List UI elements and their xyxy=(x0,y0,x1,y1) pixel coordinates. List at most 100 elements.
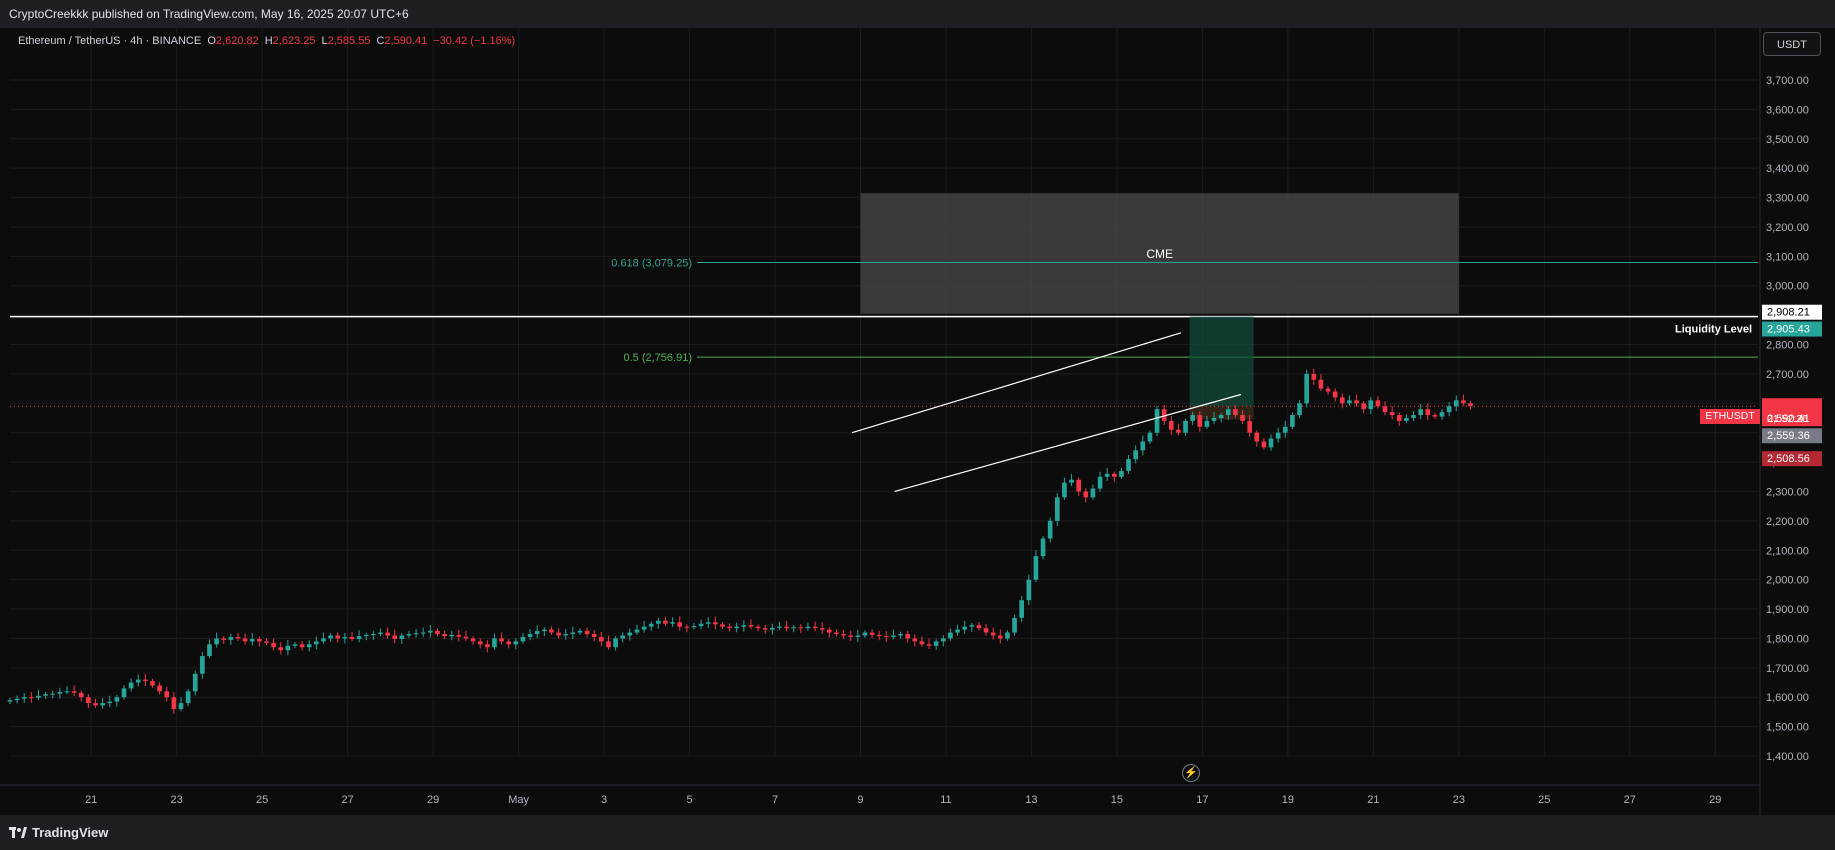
time-tick-label: 23 xyxy=(1453,794,1465,806)
candle-body xyxy=(363,634,369,637)
candle-body xyxy=(399,635,405,640)
candle-body xyxy=(599,636,604,642)
candle-body xyxy=(1311,373,1317,380)
price-tick-label: 2,100.00 xyxy=(1766,545,1809,557)
candle-body xyxy=(990,632,996,636)
candle-body xyxy=(342,636,348,639)
fib-05-label: 0.5 (2,756.91) xyxy=(624,352,693,364)
candle-body xyxy=(827,629,832,633)
candle-body xyxy=(997,635,1003,639)
candle-body xyxy=(1446,406,1452,413)
tradingview-brand: TradingView xyxy=(32,825,109,840)
candle-body xyxy=(14,698,20,701)
cme-zone xyxy=(860,193,1459,314)
candle-body xyxy=(798,627,804,629)
candle-body xyxy=(428,630,433,633)
time-tick-label: 25 xyxy=(256,794,268,806)
candle-body xyxy=(242,638,248,642)
open-label: O xyxy=(207,35,216,47)
price-box-level-d: 2,905.43 xyxy=(1767,324,1810,336)
price-tick-label: 3,600.00 xyxy=(1766,104,1809,116)
price-chart[interactable]: 1,400.00 1,500.00 1,600.00 1,700.00 1,800.00… xyxy=(0,28,1835,815)
candle-body xyxy=(577,630,583,633)
price-tick-label: 2,000.00 xyxy=(1766,575,1809,587)
candle-body xyxy=(805,626,811,629)
candle-body xyxy=(520,636,526,642)
candle-body xyxy=(912,638,918,642)
candle-body xyxy=(1126,459,1131,471)
candle-body xyxy=(228,636,234,640)
candle-body xyxy=(755,626,761,629)
candle-body xyxy=(1225,409,1231,416)
candle-body xyxy=(926,644,932,646)
candle-body xyxy=(292,644,298,646)
price-tick-label: 3,400.00 xyxy=(1766,163,1809,175)
candle-body xyxy=(734,626,740,629)
time-tick-label: 3 xyxy=(601,794,607,806)
candle-body xyxy=(121,688,127,698)
candle-body xyxy=(1111,473,1117,477)
candle-body xyxy=(905,634,911,639)
candle-body xyxy=(1261,441,1267,448)
candle-body xyxy=(677,622,683,627)
candle-body xyxy=(257,639,262,642)
candle-body xyxy=(406,634,412,636)
candle-body xyxy=(143,679,148,682)
candle-body xyxy=(463,636,469,639)
candle-body xyxy=(235,636,241,639)
candle-body xyxy=(371,634,376,636)
candle-body xyxy=(50,693,56,695)
time-tick-label: 27 xyxy=(342,794,354,806)
candle-body xyxy=(534,631,540,635)
candle-body xyxy=(1282,426,1288,433)
candle-body xyxy=(1240,415,1245,421)
candle-body xyxy=(157,685,162,692)
candle-body xyxy=(691,626,697,628)
candle-body xyxy=(356,636,362,640)
candle-body xyxy=(570,632,576,635)
candle-body xyxy=(93,703,98,706)
candle-body xyxy=(1019,600,1024,618)
candle-body xyxy=(207,644,212,657)
flash-icon[interactable]: ⚡ xyxy=(1182,764,1200,782)
candle-body xyxy=(499,638,504,642)
price-tick-label: 1,500.00 xyxy=(1766,722,1809,734)
candle-body xyxy=(392,635,398,640)
candle-body xyxy=(114,697,120,702)
time-tick-label: 23 xyxy=(171,794,183,806)
candle-body xyxy=(1339,397,1345,404)
candle-body xyxy=(249,639,255,642)
candle-body xyxy=(321,638,326,642)
candle-body xyxy=(891,635,896,637)
time-tick-label: 5 xyxy=(686,794,692,806)
candle-body xyxy=(192,673,198,692)
candle-body xyxy=(264,641,269,643)
open-value: 2,620.82 xyxy=(215,35,259,47)
candle-body xyxy=(549,629,554,633)
tradingview-logo[interactable]: TradingView xyxy=(9,825,108,840)
candle-body xyxy=(1047,520,1053,539)
candle-body xyxy=(36,695,41,698)
candle-body xyxy=(1297,403,1302,416)
candle-body xyxy=(420,632,426,634)
candle-body xyxy=(713,622,718,625)
time-tick-label: 11 xyxy=(940,794,951,806)
currency-button[interactable]: USDT xyxy=(1763,32,1821,56)
price-tick-label: 3,500.00 xyxy=(1766,134,1809,146)
candle-body xyxy=(71,691,77,693)
candle-body xyxy=(150,681,155,686)
price-tick-label: 3,200.00 xyxy=(1766,222,1809,234)
price-tick-label: 1,400.00 xyxy=(1766,751,1809,763)
price-box-current-bg xyxy=(1762,398,1822,427)
target-zone xyxy=(1189,316,1254,407)
time-tick-label: 21 xyxy=(85,794,97,806)
candle-body xyxy=(940,638,946,642)
candle-body xyxy=(1268,438,1274,448)
publish-bar: CryptoCreekkk published on TradingView.c… xyxy=(0,0,1835,28)
candle-body xyxy=(135,679,141,683)
candle-body xyxy=(1026,579,1032,601)
candle-body xyxy=(1140,441,1146,451)
candle-body xyxy=(634,629,640,633)
candle-body xyxy=(1005,632,1010,639)
low-label: L xyxy=(321,35,328,47)
